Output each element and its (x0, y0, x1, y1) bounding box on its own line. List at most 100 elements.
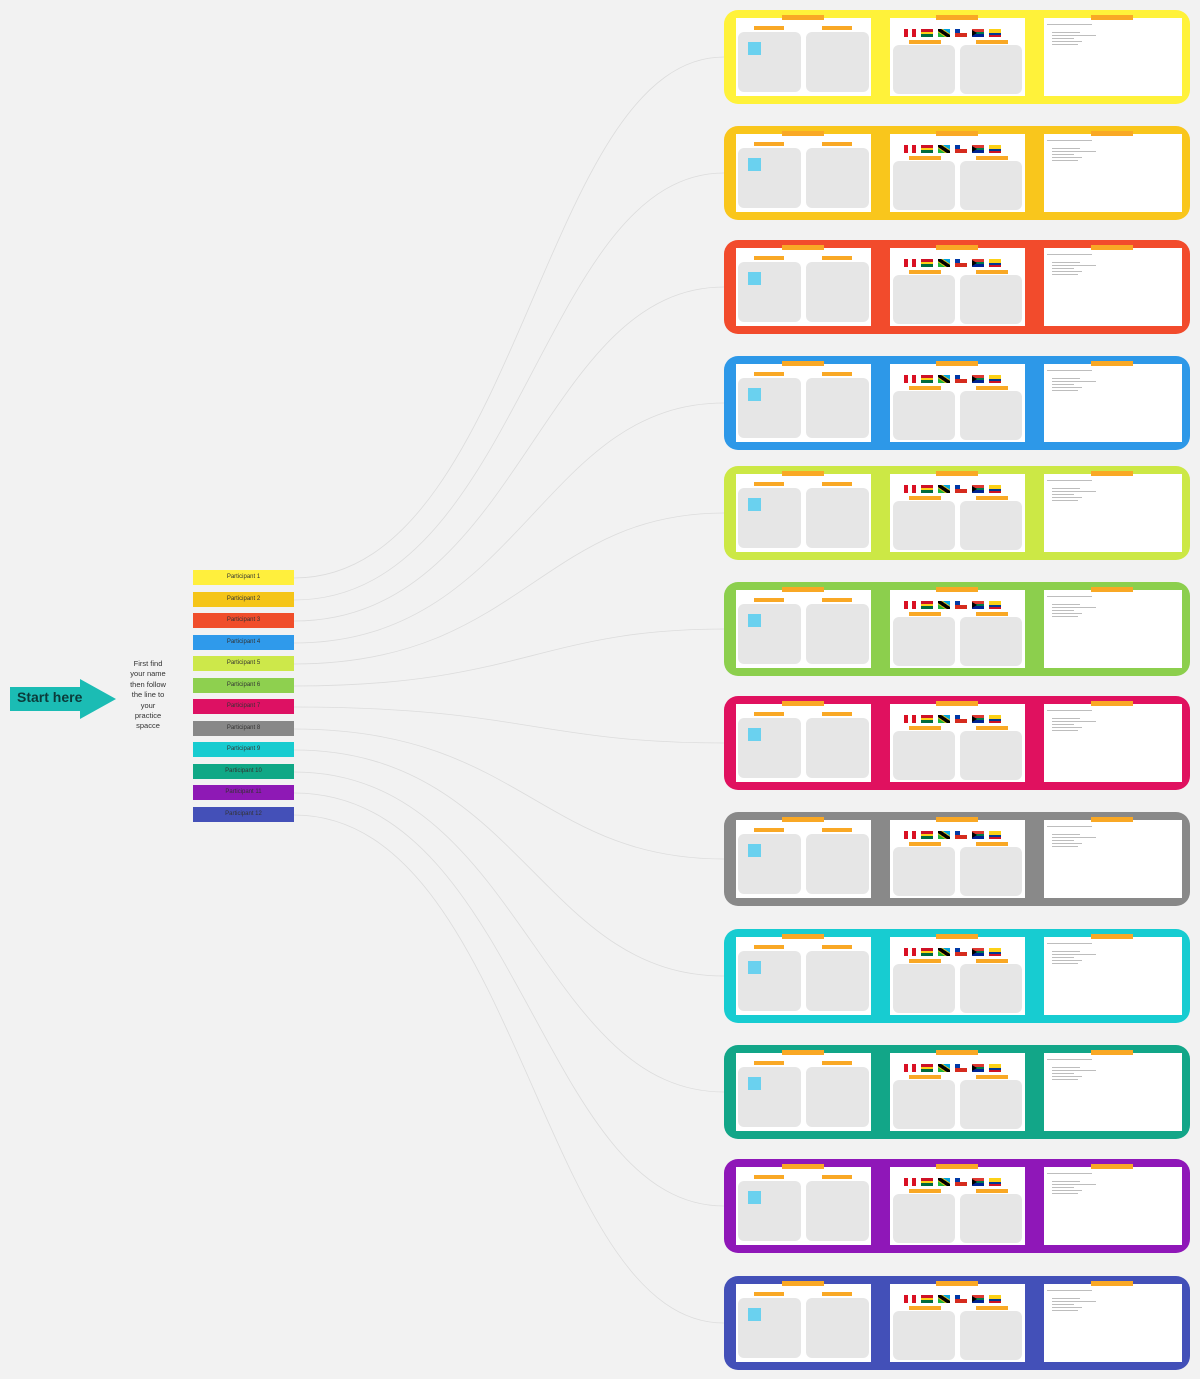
drop-zone[interactable] (806, 604, 869, 664)
drop-zone[interactable] (738, 378, 801, 438)
participant-4-label[interactable]: Participant 4 (193, 635, 294, 650)
drop-zone[interactable] (806, 262, 869, 322)
peru-flag[interactable] (904, 485, 916, 493)
south-africa-flag[interactable] (972, 715, 984, 723)
chile-flag[interactable] (955, 831, 967, 839)
drop-zone[interactable] (960, 964, 1022, 1013)
drop-zone[interactable] (960, 45, 1022, 94)
south-africa-flag[interactable] (972, 485, 984, 493)
drop-zone[interactable] (738, 1067, 801, 1127)
drop-zone[interactable] (893, 1080, 955, 1129)
participant-9-label[interactable]: Participant 9 (193, 742, 294, 757)
tanzania-flag[interactable] (938, 259, 950, 267)
practice-space-1[interactable] (724, 10, 1190, 104)
chile-flag[interactable] (955, 29, 967, 37)
participant-7-label[interactable]: Participant 7 (193, 699, 294, 714)
ghana-flag[interactable] (921, 601, 933, 609)
colombia-flag[interactable] (989, 601, 1001, 609)
south-africa-flag[interactable] (972, 145, 984, 153)
peru-flag[interactable] (904, 1178, 916, 1186)
practice-space-5[interactable] (724, 466, 1190, 560)
drop-zone[interactable] (806, 834, 869, 894)
ghana-flag[interactable] (921, 485, 933, 493)
practice-space-2[interactable] (724, 126, 1190, 220)
drop-zone[interactable] (893, 731, 955, 780)
south-africa-flag[interactable] (972, 29, 984, 37)
drop-zone[interactable] (960, 1194, 1022, 1243)
participant-1-label[interactable]: Participant 1 (193, 570, 294, 585)
colombia-flag[interactable] (989, 715, 1001, 723)
tanzania-flag[interactable] (938, 715, 950, 723)
drop-zone[interactable] (738, 604, 801, 664)
drop-zone[interactable] (806, 951, 869, 1011)
practice-space-9[interactable] (724, 929, 1190, 1023)
drop-zone[interactable] (738, 488, 801, 548)
chile-flag[interactable] (955, 485, 967, 493)
drop-zone[interactable] (893, 847, 955, 896)
drop-zone[interactable] (806, 1181, 869, 1241)
colombia-flag[interactable] (989, 1295, 1001, 1303)
south-africa-flag[interactable] (972, 259, 984, 267)
sticky-note[interactable] (748, 1308, 761, 1321)
ghana-flag[interactable] (921, 1178, 933, 1186)
tanzania-flag[interactable] (938, 601, 950, 609)
drop-zone[interactable] (960, 161, 1022, 210)
drop-zone[interactable] (960, 731, 1022, 780)
drop-zone[interactable] (806, 1067, 869, 1127)
practice-space-8[interactable] (724, 812, 1190, 906)
sticky-note[interactable] (748, 158, 761, 171)
drop-zone[interactable] (960, 1080, 1022, 1129)
peru-flag[interactable] (904, 145, 916, 153)
practice-space-7[interactable] (724, 696, 1190, 790)
peru-flag[interactable] (904, 948, 916, 956)
sticky-note[interactable] (748, 42, 761, 55)
drop-zone[interactable] (806, 718, 869, 778)
tanzania-flag[interactable] (938, 145, 950, 153)
ghana-flag[interactable] (921, 948, 933, 956)
participant-6-label[interactable]: Participant 6 (193, 678, 294, 693)
south-africa-flag[interactable] (972, 1295, 984, 1303)
peru-flag[interactable] (904, 375, 916, 383)
sticky-note[interactable] (748, 498, 761, 511)
south-africa-flag[interactable] (972, 601, 984, 609)
sticky-note[interactable] (748, 961, 761, 974)
ghana-flag[interactable] (921, 29, 933, 37)
ghana-flag[interactable] (921, 145, 933, 153)
drop-zone[interactable] (893, 275, 955, 324)
chile-flag[interactable] (955, 259, 967, 267)
sticky-note[interactable] (748, 844, 761, 857)
tanzania-flag[interactable] (938, 1178, 950, 1186)
participant-3-label[interactable]: Participant 3 (193, 613, 294, 628)
sticky-note[interactable] (748, 728, 761, 741)
drop-zone[interactable] (960, 847, 1022, 896)
practice-space-6[interactable] (724, 582, 1190, 676)
tanzania-flag[interactable] (938, 1064, 950, 1072)
drop-zone[interactable] (960, 275, 1022, 324)
drop-zone[interactable] (806, 32, 869, 92)
south-africa-flag[interactable] (972, 375, 984, 383)
drop-zone[interactable] (738, 951, 801, 1011)
drop-zone[interactable] (738, 718, 801, 778)
colombia-flag[interactable] (989, 485, 1001, 493)
ghana-flag[interactable] (921, 1064, 933, 1072)
practice-space-12[interactable] (724, 1276, 1190, 1370)
colombia-flag[interactable] (989, 145, 1001, 153)
drop-zone[interactable] (893, 45, 955, 94)
south-africa-flag[interactable] (972, 948, 984, 956)
ghana-flag[interactable] (921, 715, 933, 723)
practice-space-10[interactable] (724, 1045, 1190, 1139)
peru-flag[interactable] (904, 259, 916, 267)
practice-space-3[interactable] (724, 240, 1190, 334)
drop-zone[interactable] (738, 1298, 801, 1358)
tanzania-flag[interactable] (938, 485, 950, 493)
sticky-note[interactable] (748, 1191, 761, 1204)
peru-flag[interactable] (904, 831, 916, 839)
peru-flag[interactable] (904, 715, 916, 723)
participant-10-label[interactable]: Participant 10 (193, 764, 294, 779)
drop-zone[interactable] (893, 1194, 955, 1243)
sticky-note[interactable] (748, 1077, 761, 1090)
ghana-flag[interactable] (921, 375, 933, 383)
sticky-note[interactable] (748, 614, 761, 627)
chile-flag[interactable] (955, 145, 967, 153)
drop-zone[interactable] (893, 1311, 955, 1360)
